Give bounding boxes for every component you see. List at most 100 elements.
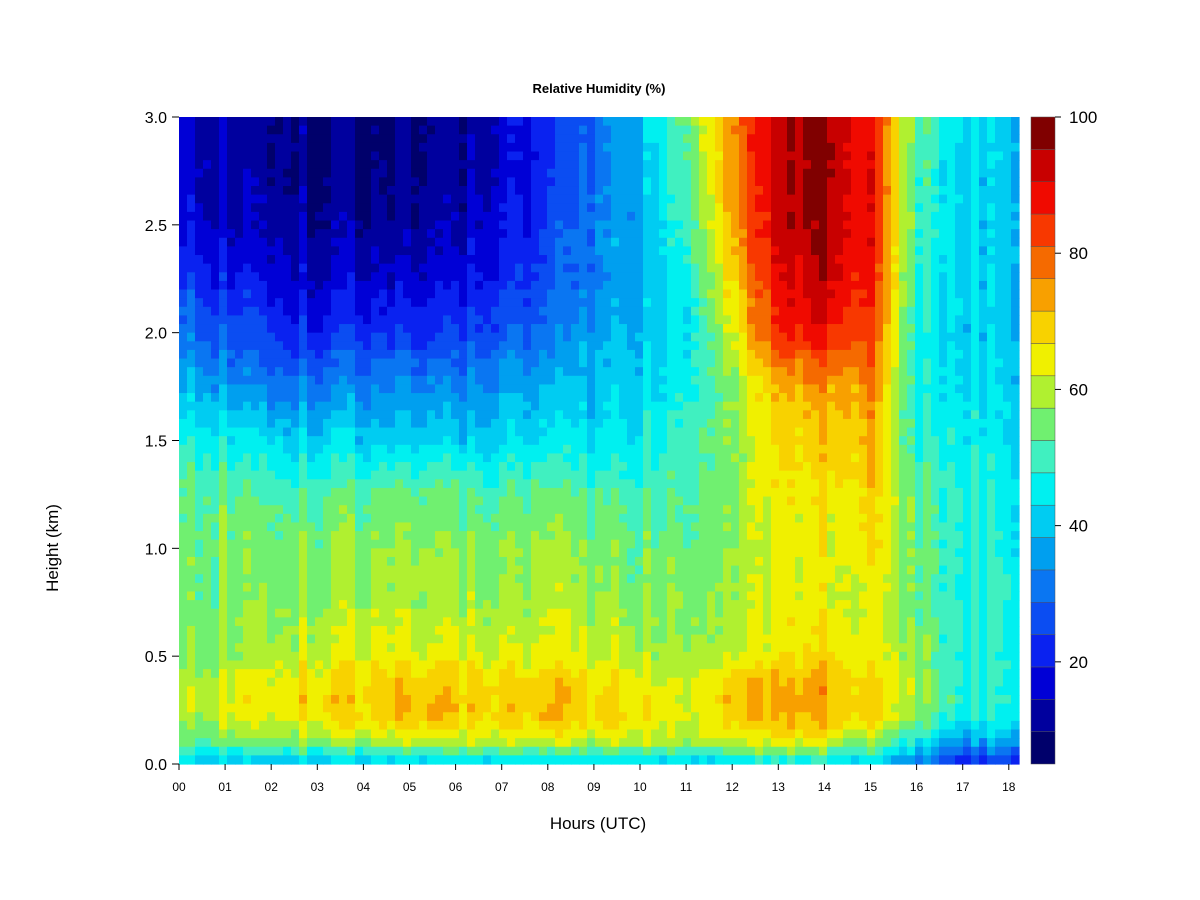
- heatmap-cell: [203, 186, 212, 196]
- heatmap-cell: [675, 600, 684, 610]
- heatmap-cell: [203, 324, 212, 334]
- heatmap-cell: [643, 712, 652, 722]
- heatmap-cell: [507, 134, 516, 144]
- heatmap-cell: [667, 237, 676, 247]
- heatmap-cell: [307, 332, 316, 342]
- heatmap-cell: [411, 151, 420, 161]
- heatmap-cell: [675, 625, 684, 636]
- heatmap-cell: [235, 436, 244, 446]
- heatmap-cell: [211, 367, 220, 377]
- heatmap-cell: [707, 462, 716, 472]
- heatmap-cell: [547, 677, 556, 687]
- heatmap-cell: [211, 462, 220, 472]
- heatmap-cell: [211, 755, 220, 765]
- heatmap-cell: [555, 643, 564, 653]
- heatmap-cell: [483, 625, 492, 636]
- heatmap-cell: [339, 246, 348, 256]
- heatmap-cell: [347, 712, 356, 722]
- heatmap-cell: [627, 738, 636, 748]
- heatmap-cell: [507, 151, 516, 161]
- heatmap-cell: [491, 720, 500, 731]
- heatmap-cell: [387, 324, 396, 334]
- heatmap-cell: [579, 324, 588, 334]
- heatmap-cell: [475, 453, 484, 463]
- heatmap-cell: [379, 729, 388, 739]
- heatmap-cell: [635, 669, 644, 679]
- heatmap-cell: [563, 453, 572, 463]
- heatmap-cell: [571, 332, 580, 342]
- heatmap-cell: [187, 117, 196, 127]
- heatmap-cell: [307, 418, 316, 429]
- heatmap-cell: [491, 229, 500, 239]
- heatmap-cell: [403, 194, 412, 204]
- heatmap-cell: [459, 160, 468, 170]
- heatmap-cell: [651, 229, 660, 239]
- heatmap-cell: [435, 134, 444, 144]
- heatmap-cell: [419, 712, 428, 722]
- heatmap-cell: [571, 703, 580, 713]
- heatmap-cell: [251, 375, 260, 386]
- heatmap-cell: [243, 548, 252, 558]
- heatmap-cell: [403, 315, 412, 325]
- heatmap-cell: [699, 712, 708, 722]
- heatmap-cell: [435, 117, 444, 127]
- heatmap-cell: [571, 401, 580, 411]
- heatmap-cell: [251, 539, 260, 549]
- heatmap-cell: [235, 255, 244, 265]
- heatmap-cell: [451, 703, 460, 713]
- heatmap-cell: [283, 462, 292, 472]
- heatmap-cell: [579, 367, 588, 377]
- heatmap-cell: [259, 367, 268, 377]
- heatmap-cell: [555, 565, 564, 575]
- heatmap-cell: [259, 255, 268, 265]
- heatmap-cell: [419, 358, 428, 368]
- heatmap-cell: [699, 220, 708, 230]
- heatmap-cell: [635, 694, 644, 705]
- heatmap-cell: [643, 643, 652, 653]
- heatmap-cell: [315, 470, 324, 480]
- heatmap-cell: [611, 229, 620, 239]
- heatmap-cell: [547, 608, 556, 618]
- heatmap-cell: [595, 651, 604, 662]
- heatmap-cell: [491, 134, 500, 144]
- heatmap-cell: [595, 634, 604, 644]
- heatmap-cell: [507, 367, 516, 377]
- heatmap-cell: [691, 513, 700, 524]
- heatmap-cell: [659, 643, 668, 653]
- heatmap-cell: [531, 444, 540, 455]
- heatmap-cell: [339, 194, 348, 204]
- heatmap-cell: [275, 660, 284, 670]
- heatmap-cell: [251, 686, 260, 696]
- heatmap-cell: [291, 418, 300, 429]
- heatmap-cell: [291, 384, 300, 394]
- heatmap-cell: [699, 358, 708, 368]
- heatmap-cell: [667, 401, 676, 411]
- heatmap-cell: [435, 729, 444, 739]
- heatmap-cell: [251, 634, 260, 644]
- heatmap-cell: [459, 168, 468, 178]
- heatmap-cell: [267, 556, 276, 567]
- heatmap-cell: [451, 332, 460, 342]
- heatmap-cell: [299, 582, 308, 593]
- heatmap-cell: [395, 617, 404, 627]
- heatmap-cell: [355, 539, 364, 549]
- heatmap-cell: [515, 712, 524, 722]
- heatmap-cell: [187, 289, 196, 299]
- heatmap-cell: [571, 393, 580, 403]
- heatmap-cell: [595, 729, 604, 739]
- heatmap-cell: [339, 367, 348, 377]
- heatmap-cell: [563, 384, 572, 394]
- heatmap-cell: [411, 375, 420, 386]
- heatmap-cell: [491, 565, 500, 575]
- heatmap-cell: [187, 746, 196, 756]
- heatmap-cell: [555, 237, 564, 247]
- heatmap-cell: [579, 703, 588, 713]
- heatmap-cell: [451, 487, 460, 498]
- heatmap-cell: [363, 117, 372, 127]
- heatmap-cell: [491, 168, 500, 178]
- heatmap-cell: [323, 151, 332, 161]
- heatmap-cell: [211, 625, 220, 636]
- heatmap-cell: [267, 479, 276, 489]
- heatmap-cell: [379, 255, 388, 265]
- heatmap-cell: [643, 125, 652, 135]
